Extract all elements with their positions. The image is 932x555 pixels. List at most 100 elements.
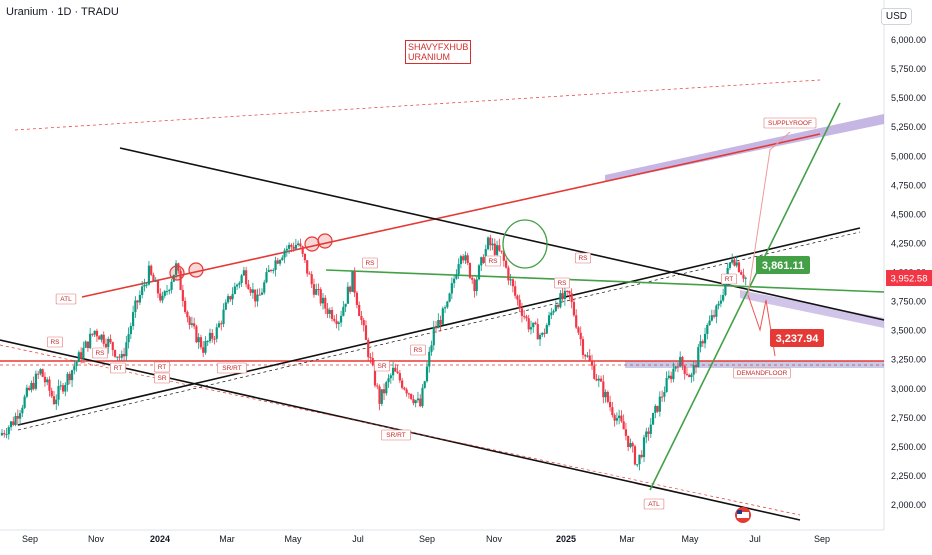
candle-body (226, 296, 230, 303)
candle-body (446, 301, 449, 308)
candle-body (611, 407, 614, 416)
y-tick-label: 6,000.00 (891, 35, 926, 45)
candle-body (550, 312, 553, 316)
candle-body (125, 342, 128, 357)
candle-body (660, 396, 664, 398)
candle-body (193, 323, 196, 327)
candle-body (694, 365, 698, 368)
candle-body (163, 291, 166, 296)
last-price-label: 3,952.58 (891, 274, 928, 285)
candle-body (534, 322, 537, 325)
candle-body (545, 324, 548, 334)
candle-body (656, 405, 659, 412)
candle-body (563, 290, 566, 299)
candle-body (412, 399, 415, 404)
candle-body (593, 365, 596, 379)
candle-body (665, 378, 668, 393)
candle-body (486, 237, 490, 250)
candle-body (584, 354, 587, 357)
candle-body (37, 373, 40, 375)
candle-body (73, 366, 76, 371)
candle-body (663, 392, 666, 397)
upper-channel-dashed (14, 79, 821, 131)
candle-body (152, 274, 155, 282)
y-tick-label: 5,500.00 (891, 93, 926, 103)
candle-body (380, 389, 383, 404)
annotation-label: SR (377, 363, 386, 370)
candle-body (5, 434, 8, 436)
candle-body (57, 386, 60, 400)
candle-body (586, 355, 589, 357)
candle-body (633, 446, 637, 465)
candle-body (502, 251, 505, 261)
candle-body (448, 293, 451, 302)
candle-body (39, 369, 42, 374)
candle-body (351, 271, 354, 292)
candle-body (690, 374, 693, 378)
candle-body (109, 338, 112, 343)
candle-body (618, 415, 621, 419)
candle-body (538, 334, 542, 340)
candle-body (292, 246, 295, 249)
candle-body (414, 400, 417, 404)
target-price-label-green: 3,861.11 (762, 260, 804, 272)
candle-body (543, 332, 546, 334)
candle-body (102, 334, 105, 344)
candle-body (719, 300, 722, 304)
candle-body (242, 270, 245, 276)
candle-body (136, 300, 139, 303)
candle-body (285, 248, 288, 251)
candle-body (520, 308, 524, 316)
candle-body (150, 265, 153, 275)
candle-body (141, 286, 144, 295)
candle-body (403, 387, 406, 390)
candle-body (679, 356, 682, 367)
high-marker-circle (304, 236, 320, 252)
candle-body (278, 260, 282, 264)
annotation-box (55, 293, 77, 305)
us-flag-icon-canton (737, 510, 742, 514)
green-uptrend-line (649, 102, 841, 491)
candle-body (231, 294, 234, 300)
candle-body (477, 265, 481, 280)
candle-body (443, 307, 447, 309)
candle-body (462, 256, 465, 261)
candle-body (604, 391, 607, 398)
candle-body (206, 341, 209, 343)
candle-body (199, 337, 203, 348)
candle-body (636, 464, 639, 466)
candle-body (532, 322, 535, 328)
candle-body (98, 336, 101, 340)
candle-body (602, 381, 605, 398)
candle-body (213, 338, 216, 340)
candle-body (333, 318, 336, 321)
candle-body (667, 375, 670, 379)
candle-body (622, 421, 625, 430)
candle-body (61, 385, 65, 392)
y-tick-label: 5,000.00 (891, 151, 926, 161)
candle-body (258, 294, 261, 296)
candle-body (493, 243, 496, 255)
chart-title: Uranium · 1D · TRADU (6, 6, 119, 18)
candle-body (647, 431, 650, 434)
candle-body (371, 358, 374, 365)
candle-body (459, 256, 463, 265)
candle-body (3, 433, 6, 435)
candle-body (30, 383, 33, 391)
candle-body (195, 326, 198, 343)
y-tick-label: 4,500.00 (891, 209, 926, 219)
currency-button[interactable]: USD (880, 8, 912, 25)
x-tick-label: Mar (619, 534, 635, 544)
candle-body (441, 308, 444, 325)
candle-body (21, 407, 24, 414)
candle-body (590, 360, 594, 366)
candle-body (473, 279, 476, 292)
candle-body (247, 284, 250, 290)
us-flag-icon-stripe (737, 512, 749, 518)
candle-body (16, 416, 19, 419)
candle-body (505, 260, 508, 268)
candle-body (317, 289, 320, 291)
candle-body (740, 272, 743, 275)
